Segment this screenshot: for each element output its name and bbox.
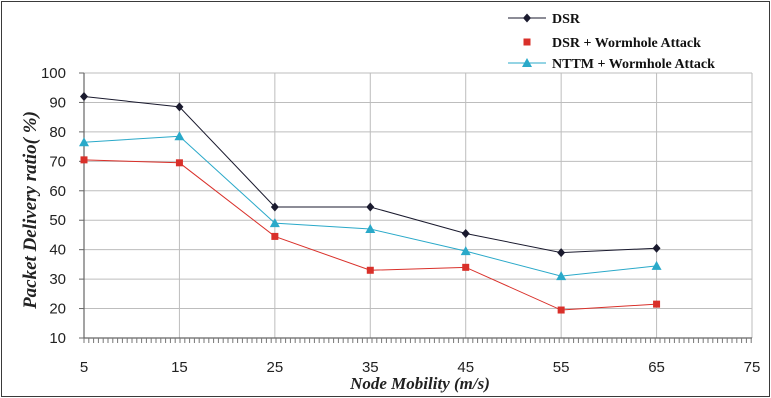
y-tick-label: 50: [49, 212, 66, 229]
data-point: [79, 137, 89, 147]
x-tick-label: 25: [267, 359, 284, 376]
y-tick-label: 90: [49, 94, 66, 111]
data-point: [174, 131, 185, 141]
x-tick-label: 15: [171, 359, 188, 376]
y-axis-title: Packet Delivery ratio( %): [20, 111, 41, 310]
data-point: [175, 102, 184, 112]
data-point: [269, 218, 280, 228]
data-point: [556, 271, 567, 281]
data-point: [271, 232, 279, 240]
x-tick-label: 75: [744, 359, 761, 376]
data-point: [175, 159, 183, 167]
data-point: [270, 202, 279, 212]
legend-label: NTTM + Wormhole Attack: [552, 57, 715, 72]
x-tick-label: 55: [553, 359, 570, 376]
data-point: [653, 300, 661, 308]
legend-item: DSR + Wormhole Attack: [523, 36, 701, 51]
y-tick-label: 40: [49, 242, 66, 259]
x-tick-label: 45: [457, 359, 474, 376]
data-point: [461, 228, 470, 238]
data-point: [651, 260, 662, 270]
legend-item: DSR: [508, 12, 581, 27]
data-point: [652, 243, 661, 253]
y-tick-label: 100: [41, 65, 66, 82]
legend-marker: [522, 58, 532, 67]
axes: [79, 72, 752, 343]
x-axis-title: Node Mobility (m/s): [349, 374, 490, 393]
y-tick-label: 30: [49, 271, 66, 288]
x-tick-label: 65: [648, 359, 665, 376]
data-point: [462, 263, 470, 271]
legend-label: DSR + Wormhole Attack: [552, 36, 701, 51]
series-nttm-wormhole-attack: [79, 131, 662, 281]
legend: DSR DSR + Wormhole Attack NTTM + Wormhole …: [508, 12, 715, 72]
series-dsr-wormhole-attack: [80, 156, 661, 314]
data-point: [557, 306, 565, 314]
data-point: [80, 92, 88, 102]
y-tick-label: 70: [49, 153, 66, 170]
y-tick-label: 20: [49, 301, 66, 318]
legend-marker: [523, 38, 531, 46]
y-tick-label: 80: [49, 124, 66, 141]
legend-marker: [523, 13, 531, 23]
y-tick-label: 10: [49, 330, 66, 347]
data-point: [366, 202, 375, 212]
series-dsr: [80, 92, 661, 258]
data-point: [80, 156, 88, 164]
data-point: [460, 246, 471, 256]
x-tick-label: 5: [80, 359, 88, 376]
tick-labels: 10 20 30 40 50 60 70 80 90 100 5 15 25 35 45 55 65 75: [41, 65, 760, 376]
legend-item: NTTM + Wormhole Attack: [508, 57, 715, 72]
data-point: [366, 266, 374, 274]
grid: [84, 72, 753, 338]
series-lines: [79, 92, 662, 314]
y-tick-label: 60: [49, 183, 66, 200]
legend-label: DSR: [552, 12, 581, 27]
x-tick-label: 35: [362, 359, 379, 376]
data-point: [557, 248, 566, 258]
data-point: [365, 224, 376, 234]
